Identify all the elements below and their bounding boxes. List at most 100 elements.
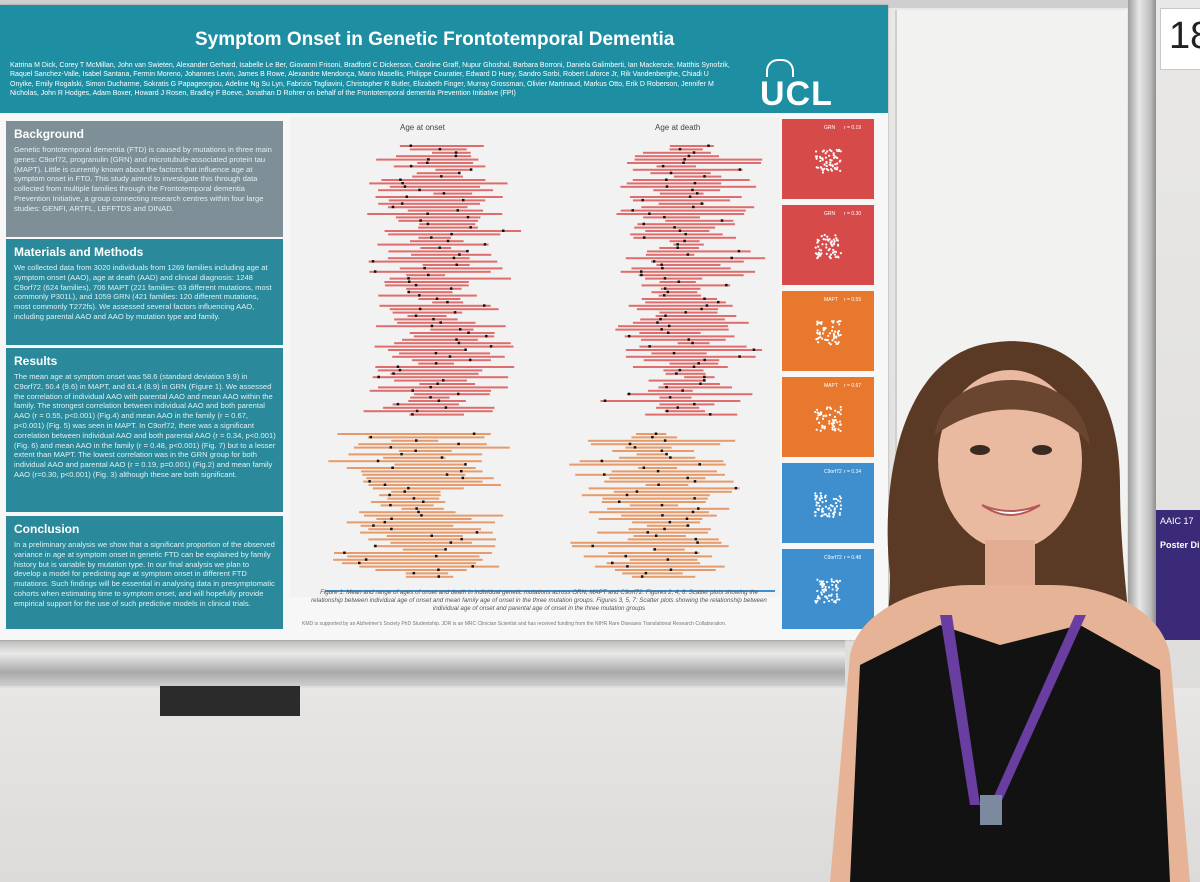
scatter-plot: C9orf72 r = 0.34 <box>782 463 874 543</box>
mean-marker <box>640 575 644 578</box>
range-bar <box>391 490 441 493</box>
scatter-point <box>821 501 824 504</box>
mean-marker <box>435 554 438 558</box>
mean-marker <box>661 164 665 168</box>
range-bar <box>379 304 491 307</box>
mean-marker <box>429 396 432 399</box>
scatter-point <box>838 149 841 153</box>
scatter-point <box>818 321 821 324</box>
mean-marker <box>688 195 692 198</box>
scatter-point <box>821 585 824 589</box>
mean-marker <box>686 253 690 256</box>
scatter-point <box>828 512 831 515</box>
mean-marker <box>364 558 368 561</box>
mean-marker <box>684 232 687 236</box>
scatter-point <box>832 425 836 428</box>
mean-marker <box>669 456 672 459</box>
range-bar <box>430 328 474 331</box>
scatter-point <box>832 515 835 518</box>
scatter-point <box>829 253 833 256</box>
mean-marker <box>373 270 377 273</box>
scatter-point <box>827 334 830 337</box>
mean-marker <box>432 317 435 321</box>
funding-note: KMD is supported by an Alzheimer's Socie… <box>302 621 727 627</box>
mean-marker <box>389 503 392 507</box>
scatter-point <box>831 588 834 591</box>
range-bar <box>629 558 698 561</box>
scatter-point <box>818 504 821 508</box>
mean-marker <box>383 483 387 486</box>
mean-marker <box>343 551 346 554</box>
range-bar <box>374 345 514 348</box>
scatter-point <box>820 497 823 500</box>
range-bar <box>639 345 747 348</box>
range-bar <box>631 436 678 439</box>
booth-number: 18 <box>1169 15 1200 57</box>
mean-marker <box>661 266 664 270</box>
mean-marker <box>661 514 664 517</box>
scatter-point <box>829 509 832 512</box>
results-body: The mean age at symptom onset was 58.6 (… <box>14 372 276 479</box>
mean-marker <box>383 520 387 524</box>
scatter-point <box>822 149 825 152</box>
range-bar <box>371 501 446 503</box>
range-bar <box>432 151 471 154</box>
scatter-r-value: r = 0.30 <box>844 211 862 217</box>
range-bar <box>389 185 480 188</box>
scatter-point <box>828 341 831 345</box>
scatter-point <box>824 499 828 503</box>
mean-marker <box>653 548 657 551</box>
mean-marker <box>703 297 706 300</box>
range-bar <box>376 325 506 328</box>
range-bar <box>628 528 711 531</box>
c9orf72-axis-band <box>325 590 775 592</box>
mean-marker <box>685 517 689 520</box>
mean-marker <box>700 307 703 311</box>
scatter-point <box>838 579 842 582</box>
scatter-dots <box>815 320 842 346</box>
scatter-point <box>839 333 842 337</box>
range-bar <box>633 535 686 537</box>
scatter-point <box>820 508 824 511</box>
scatter-point <box>818 499 822 502</box>
mean-marker <box>502 229 505 232</box>
scatter-point <box>829 168 833 171</box>
scatter-r-value: r = 0.55 <box>844 297 862 303</box>
scatter-point <box>834 234 837 237</box>
scatter-point <box>816 238 819 241</box>
range-bar <box>640 318 725 321</box>
scatter-point <box>833 240 836 243</box>
scatter-point <box>831 325 834 329</box>
range-bar <box>368 484 501 486</box>
mean-marker <box>437 568 440 571</box>
range-bar <box>367 213 503 215</box>
scatter-point <box>829 161 832 164</box>
range-bar <box>384 281 469 283</box>
scatter-point <box>827 239 830 242</box>
scatter-point <box>828 422 831 425</box>
range-bar <box>659 403 715 406</box>
range-bar <box>636 308 719 311</box>
scatter-point <box>820 580 823 583</box>
scatter-plot: C9orf72 r = 0.48 <box>782 549 874 629</box>
scatter-point <box>814 511 817 514</box>
mean-marker <box>427 158 430 161</box>
scatter-point <box>835 593 838 596</box>
range-bar <box>376 518 472 520</box>
scatter-label: MAPT <box>824 297 838 303</box>
range-bar <box>673 243 704 246</box>
neighbor-poster-logo: AAIC 17 <box>1160 516 1194 526</box>
range-bar <box>388 199 486 202</box>
mean-marker <box>464 463 467 466</box>
scatter-point <box>820 591 823 594</box>
methods-section: Materials and Methods We collected data … <box>6 239 283 345</box>
mean-marker <box>444 548 447 551</box>
mean-marker <box>591 544 594 548</box>
scatter-point <box>814 599 817 603</box>
mean-marker <box>398 368 402 372</box>
mean-marker <box>426 222 430 226</box>
range-bar <box>673 175 722 178</box>
mean-marker <box>400 202 404 205</box>
mean-marker <box>603 473 606 476</box>
mean-marker <box>600 459 604 463</box>
